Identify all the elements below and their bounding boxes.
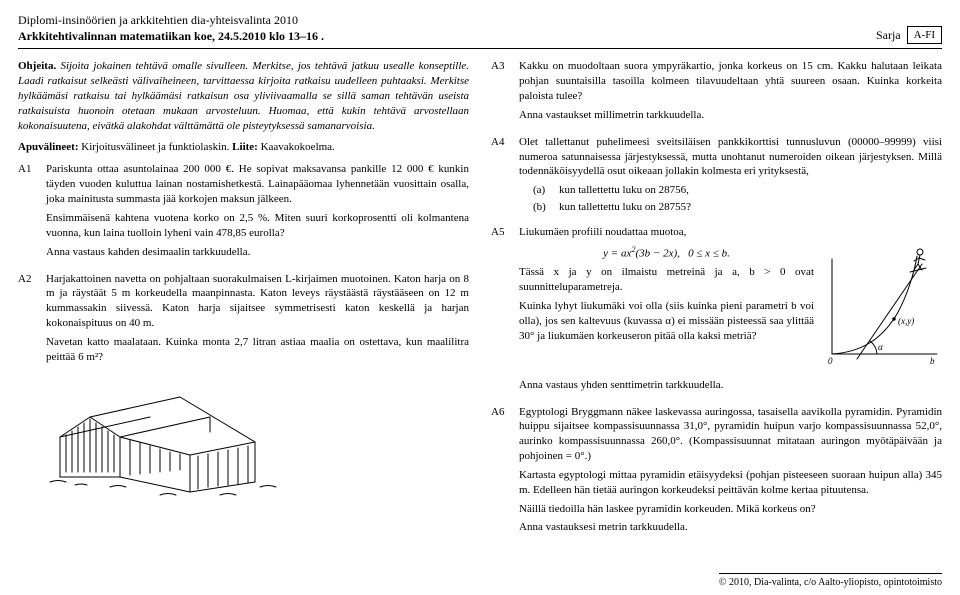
task-a3-body: Kakku on muodoltaan suora ympyräkartio, … [519, 59, 942, 126]
task-a4-p1: Olet tallettanut puhelimeesi sveitsiläis… [519, 135, 942, 180]
series-code: A-FI [907, 26, 942, 45]
task-a4-a-text: kun tallettettu luku on 28756, [559, 183, 689, 198]
task-a6-p2: Kartasta egyptologi mittaa pyramidin etä… [519, 468, 942, 498]
header-line2: Arkkitehtivalinnan matematiikan koe, 24.… [18, 28, 324, 44]
barn-svg [40, 377, 300, 507]
task-a4-b-label: (b) [533, 200, 553, 215]
task-a4-a: (a) kun tallettettu luku on 28756, [533, 183, 942, 198]
ski-label-origin: 0 [828, 356, 833, 366]
task-a4-label: A4 [491, 135, 513, 217]
task-a1-p3: Anna vastaus kahden desimaalin tarkkuude… [46, 245, 469, 260]
task-a6-p3: Näillä tiedoilla hän laskee pyramidin ko… [519, 502, 942, 517]
task-a4-a-label: (a) [533, 183, 553, 198]
task-a4-body: Olet tallettanut puhelimeesi sveitsiläis… [519, 135, 942, 217]
task-a2-body: Harjakattoinen navetta on pohjaltaan suo… [46, 272, 469, 369]
task-a1-body: Pariskunta ottaa asuntolainaa 200 000 €.… [46, 162, 469, 263]
task-a2-label: A2 [18, 272, 40, 369]
task-a3-p1: Kakku on muodoltaan suora ympyräkartio, … [519, 59, 942, 104]
task-a1-p2: Ensimmäisenä kahtena vuotena korko on 2,… [46, 211, 469, 241]
task-a3: A3 Kakku on muodoltaan suora ympyräkarti… [491, 59, 942, 126]
task-a2: A2 Harjakattoinen navetta on pohjaltaan … [18, 272, 469, 369]
header-left: Diplomi-insinöörien ja arkkitehtien dia-… [18, 12, 324, 44]
tools-label: Apuvälineet: [18, 141, 79, 153]
right-column: A3 Kakku on muodoltaan suora ympyräkarti… [491, 59, 942, 547]
task-a5-p1: Liukumäen profiili noudattaa muotoa, [519, 225, 942, 240]
task-a4: A4 Olet tallettanut puhelimeesi sveitsil… [491, 135, 942, 217]
attachment-label: Liite: [232, 141, 258, 153]
columns: Ohjeita. Sijoita jokainen tehtävä omalle… [18, 59, 942, 547]
task-a6: A6 Egyptologi Bryggmann näkee laskevassa… [491, 405, 942, 540]
header: Diplomi-insinöörien ja arkkitehtien dia-… [18, 12, 942, 49]
header-line1: Diplomi-insinöörien ja arkkitehtien dia-… [18, 12, 324, 28]
task-a1-label: A1 [18, 162, 40, 263]
ski-label-xy: (x,y) [898, 316, 914, 326]
task-a6-body: Egyptologi Bryggmann näkee laskevassa au… [519, 405, 942, 540]
instructions: Ohjeita. Sijoita jokainen tehtävä omalle… [18, 59, 469, 133]
task-a3-label: A3 [491, 59, 513, 126]
ski-label-b: b [930, 356, 935, 366]
task-a5-body: Liukumäen profiili noudattaa muotoa, [519, 225, 942, 397]
attachment-text: Kaavakokoelma. [261, 141, 335, 153]
task-a4-b-text: kun tallettettu luku on 28755? [559, 200, 691, 215]
task-a2-p1: Harjakattoinen navetta on pohjaltaan suo… [46, 272, 469, 331]
task-a5-label: A5 [491, 225, 513, 397]
instructions-body: Sijoita jokainen tehtävä omalle sivullee… [18, 60, 469, 131]
task-a2-p2: Navetan katto maalataan. Kuinka monta 2,… [46, 335, 469, 365]
series-label: Sarja [876, 27, 901, 43]
task-a6-p4: Anna vastauksesi metrin tarkkuudella. [519, 520, 942, 535]
header-right: Sarja A-FI [876, 26, 942, 45]
footer: © 2010, Dia-valinta, c/o Aalto-yliopisto… [719, 573, 942, 590]
task-a1: A1 Pariskunta ottaa asuntolainaa 200 000… [18, 162, 469, 263]
tools-line: Apuvälineet: Kirjoitusvälineet ja funkti… [18, 140, 469, 155]
task-a6-p1: Egyptologi Bryggmann näkee laskevassa au… [519, 405, 942, 464]
task-a3-p2: Anna vastaukset millimetrin tarkkuudella… [519, 108, 942, 123]
task-a5-p4: Anna vastaus yhden senttimetrin tarkkuud… [519, 378, 942, 393]
figure-barn [40, 377, 469, 512]
ski-label-alpha: α [878, 342, 883, 352]
left-column: Ohjeita. Sijoita jokainen tehtävä omalle… [18, 59, 469, 547]
task-a4-b: (b) kun tallettettu luku on 28755? [533, 200, 942, 215]
figure-ski: (x,y) α 0 b [822, 244, 942, 374]
tools-text: Kirjoitusvälineet ja funktiolaskin. [81, 141, 229, 153]
instructions-heading: Ohjeita. [18, 60, 56, 72]
ski-svg: (x,y) α 0 b [822, 244, 942, 369]
task-a5: A5 Liukumäen profiili noudattaa muotoa, [491, 225, 942, 397]
task-a1-p1: Pariskunta ottaa asuntolainaa 200 000 €.… [46, 162, 469, 207]
task-a6-label: A6 [491, 405, 513, 540]
